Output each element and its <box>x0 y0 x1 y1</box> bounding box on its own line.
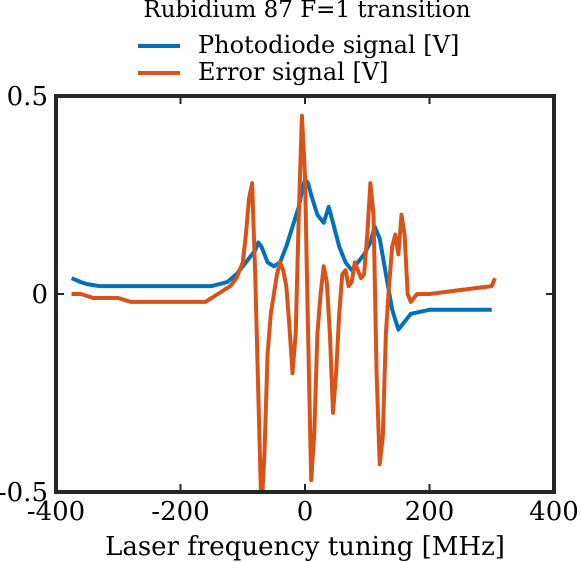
series-line-error <box>71 113 497 492</box>
plot-frame <box>54 94 556 494</box>
series-line-photodiode <box>70 177 492 332</box>
x-axis-label: Laser frequency tuning [MHz] <box>105 532 505 562</box>
legend-label-error: Error signal [V] <box>198 58 389 86</box>
x-tick-label: 400 <box>529 497 579 527</box>
x-tick-label: 0 <box>297 497 314 527</box>
plot-area <box>54 94 556 494</box>
legend-label-photodiode: Photodiode signal [V] <box>198 31 459 59</box>
x-tick-label: -200 <box>151 497 209 527</box>
y-tick-label: 0 <box>31 280 48 310</box>
legend: Photodiode signal [V] Error signal [V] <box>138 31 459 86</box>
series-layer <box>70 113 497 492</box>
y-tick-label: 0.5 <box>7 82 48 112</box>
x-tick-label: -400 <box>27 497 85 527</box>
y-tick-label: -0.5 <box>0 478 48 508</box>
chart-title: Rubidium 87 F=1 transition <box>143 0 470 23</box>
x-tick-label: 200 <box>405 497 455 527</box>
